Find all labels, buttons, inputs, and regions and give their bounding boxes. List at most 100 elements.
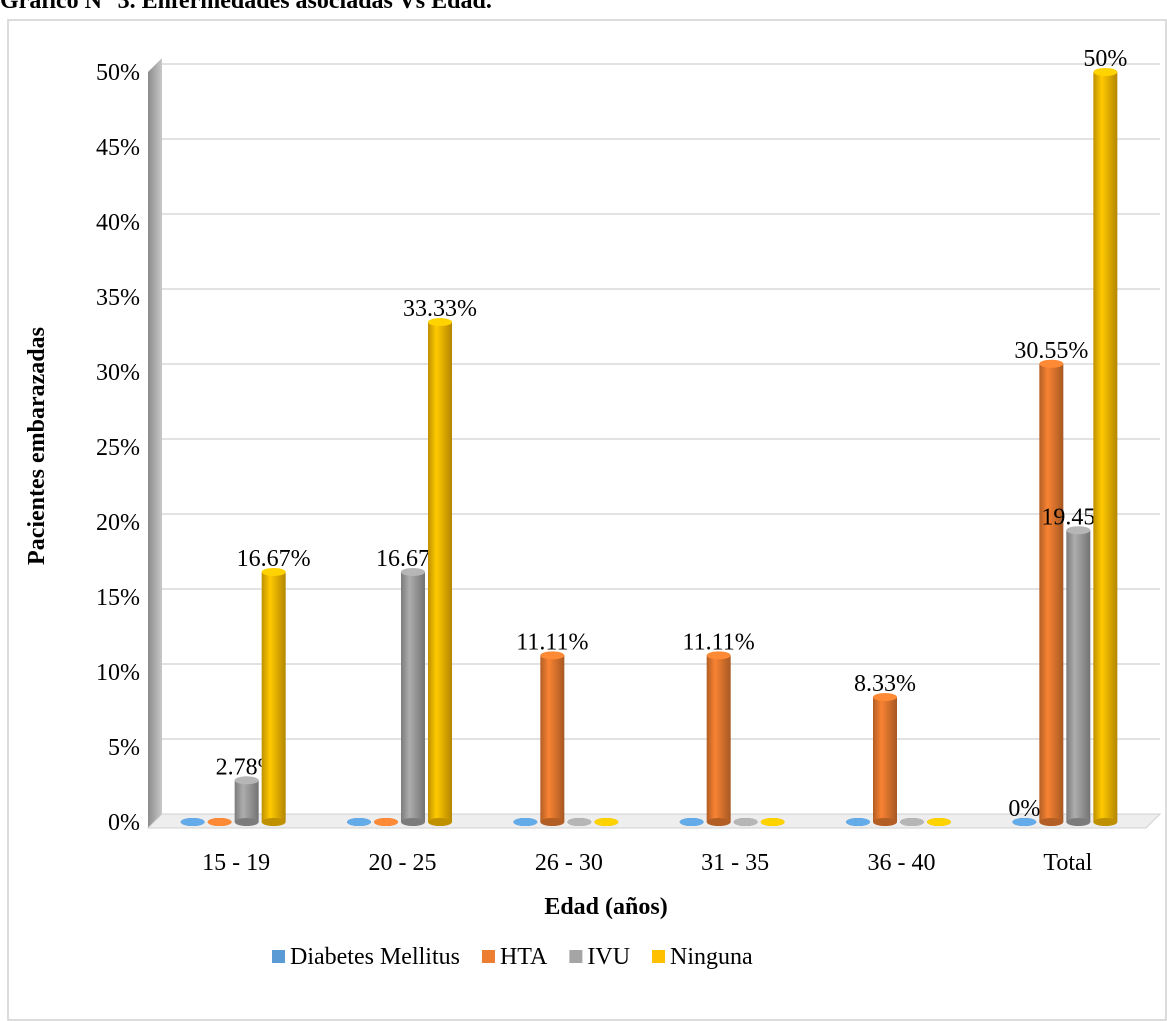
y-tick-label: 20% [96,510,140,536]
bar-base [706,818,731,826]
legend-label: Ninguna [670,944,753,970]
bar [733,818,758,826]
legend-swatch [569,950,583,963]
bar [927,818,951,826]
bar-body [1039,363,1064,822]
x-axis-title: Edad (años) [544,894,667,920]
bar [401,567,425,826]
y-tick-label: 50% [96,60,140,86]
bar [567,818,592,826]
bar [846,818,870,826]
data-label: 33.33% [403,296,477,322]
x-tick-label: 36 - 40 [868,850,936,876]
bar [180,818,205,826]
bar [1066,526,1091,826]
x-tick-label: 15 - 19 [202,850,270,876]
bar-top [1039,359,1064,368]
bar-body [873,697,897,822]
y-tick-label: 45% [96,135,140,161]
chart-frame [7,19,1167,1021]
data-label: 16.67% [237,546,311,572]
bar [1012,818,1037,826]
bar [760,818,785,826]
bar [900,818,924,826]
bar-base [261,818,286,826]
bar-top [873,693,897,702]
bar [1039,359,1064,826]
bar-base [1093,818,1118,826]
bar [207,818,232,826]
bar-top [706,651,731,660]
bar-top [1066,526,1091,535]
legend-label: HTA [500,944,548,970]
bar [428,318,452,826]
bar [513,818,538,826]
legend-swatch [272,950,285,963]
data-label: 11.11% [683,629,755,655]
x-tick-label: 26 - 30 [535,850,603,876]
bar [347,818,371,826]
y-tick-label: 10% [96,660,140,686]
bar-top [234,776,259,785]
bar-top [207,818,232,826]
bar [540,651,565,826]
bar-top [594,818,619,826]
bar-top [1093,68,1118,76]
bar-top [900,818,924,826]
y-tick-label: 15% [96,585,140,611]
bar-top [1012,818,1037,826]
bar-top [347,818,371,826]
bar-top [733,818,758,826]
y-tick-label: 35% [96,285,140,311]
bar [234,776,259,826]
x-tick-label: Total [1043,850,1092,876]
x-tick-label: 31 - 35 [701,850,769,876]
bar-top [679,818,704,826]
bar [594,818,619,826]
legend-swatch [481,950,495,963]
bar-base [540,818,565,826]
data-label: 8.33% [854,671,916,697]
y-tick-label: 30% [96,360,140,386]
bar [1093,68,1118,826]
bar-body [261,571,286,822]
bar-top [513,818,538,826]
bar [679,818,704,826]
bar-top [567,818,592,826]
bar-base [428,818,452,826]
legend-label: Diabetes Mellitus [290,944,460,970]
bar-top [374,818,398,826]
bar [374,818,398,826]
legend-label: IVU [587,944,630,970]
x-tick-label: 20 - 25 [369,850,437,876]
y-tick-label: 40% [96,210,140,236]
bar-top [261,567,286,576]
bar-body [401,571,425,822]
bar-base [873,818,897,826]
bar-top [927,818,951,826]
y-axis-title: Pacientes embarazadas [24,327,50,565]
bar-top [428,318,452,327]
bar-body [1093,72,1118,822]
bar-body [1066,530,1091,822]
bar-body [540,655,565,822]
side-wall [148,58,162,828]
bar-body [428,322,452,822]
bar-base [1066,818,1091,826]
y-tick-label: 0% [108,810,140,836]
y-tick-label: 5% [108,735,140,761]
legend-swatch [652,950,666,963]
bar-top [846,818,870,826]
bar-body [234,780,259,822]
bar [706,651,731,826]
data-label: 30.55% [1014,338,1088,364]
bar-top [180,818,205,826]
bar [261,567,286,826]
bar-top [401,567,425,576]
bar-base [234,818,259,826]
bar-body [706,655,731,822]
y-tick-label: 25% [96,435,140,461]
bar-top [540,651,565,660]
bar [873,693,897,826]
